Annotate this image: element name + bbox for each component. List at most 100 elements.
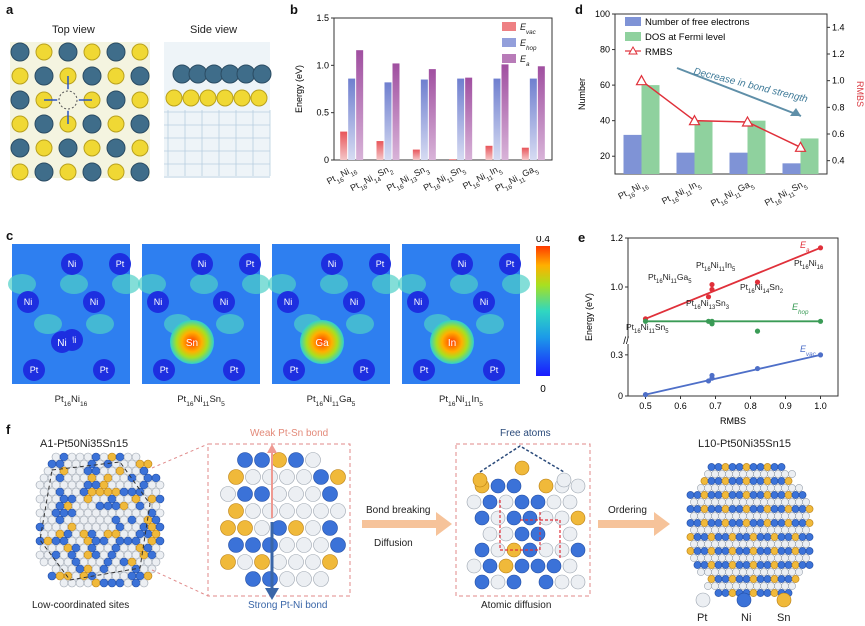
a1-atom — [47, 473, 57, 483]
density-blob — [60, 274, 88, 294]
cluster-atom — [262, 571, 278, 587]
y-tick-label: 0.5 — [316, 108, 329, 118]
a1-atom — [99, 480, 109, 490]
a1-atom — [95, 571, 105, 581]
l10-atom — [742, 491, 751, 499]
a1-atom — [95, 487, 105, 497]
l10-atom — [735, 575, 744, 583]
x-tick-label: Pt16Ni16 — [616, 178, 650, 205]
a1-atom — [99, 522, 109, 532]
x-tick-label: 0.5 — [639, 401, 652, 411]
cluster-atom — [271, 452, 287, 468]
a1-atom — [91, 466, 101, 476]
cluster-atom — [245, 503, 261, 519]
point-annotation: Pt16Ni13Sn3 — [686, 298, 730, 311]
density-blob — [34, 314, 62, 334]
atom-label: Pt — [420, 365, 429, 375]
a1-atom — [103, 501, 113, 511]
cluster-atom — [254, 554, 270, 570]
l10-atom — [742, 519, 751, 527]
a1-atom — [103, 515, 113, 525]
l10-atom — [756, 477, 765, 485]
l10-atom — [770, 505, 779, 513]
density-blob — [86, 314, 114, 334]
atom-label: Ni — [328, 259, 337, 269]
cluster-atom — [279, 469, 295, 485]
a1-atom — [99, 494, 109, 504]
atom-label: Pt — [490, 365, 499, 375]
a1-atom — [123, 466, 133, 476]
a1-atom — [127, 515, 137, 525]
a1-atom — [123, 494, 133, 504]
bar-dos-fermi — [641, 85, 660, 174]
a1-atom — [147, 480, 157, 490]
l10-atom — [693, 533, 702, 541]
a1-atom — [155, 494, 165, 504]
l10-atom — [718, 484, 726, 492]
a1-atom — [107, 494, 117, 504]
ni-atom — [35, 43, 53, 61]
a1-atom — [107, 536, 117, 546]
plot-frame — [614, 13, 828, 175]
atom-label: Pt — [160, 365, 169, 375]
a1-atom — [75, 466, 85, 476]
l10-atom — [735, 547, 744, 555]
cluster-atom — [305, 452, 321, 468]
l10-atom — [749, 561, 758, 569]
l10-atom — [707, 561, 716, 569]
bond-breaking-label: Bond breaking — [366, 505, 431, 516]
a1-atom — [115, 536, 125, 546]
cluster-atom — [237, 452, 253, 468]
a1-atom — [95, 557, 105, 567]
panel-a-label: a — [6, 2, 14, 17]
a1-atom — [43, 466, 53, 476]
cluster-atom — [228, 469, 244, 485]
cluster-atom — [313, 571, 329, 587]
l10-atom — [714, 477, 723, 485]
density-blob — [216, 314, 244, 334]
data-point — [754, 279, 761, 285]
bar-dos-fermi — [747, 120, 766, 174]
a1-atom — [123, 522, 133, 532]
l10-atom — [707, 463, 716, 471]
a1-atom — [103, 557, 113, 567]
diffusion-atom — [554, 574, 570, 590]
center-atom — [170, 320, 214, 364]
a1-atom — [119, 557, 129, 567]
l10-atom — [697, 512, 705, 520]
diffusion-atom — [514, 526, 530, 542]
density-blob — [320, 274, 348, 294]
atom-label: Ni — [284, 297, 293, 307]
cluster-atom — [271, 520, 287, 536]
a1-atom — [75, 508, 85, 518]
l10-atom — [760, 470, 768, 478]
l10-atom — [690, 498, 698, 506]
l10-atom — [770, 561, 779, 569]
bar-e-hop — [529, 78, 537, 160]
a1-atom — [91, 550, 101, 560]
y-tick-label: 40 — [600, 116, 610, 126]
a1-atom — [47, 459, 57, 469]
cluster-atom — [313, 503, 329, 519]
a1-atom — [75, 550, 85, 560]
a1-atom — [39, 473, 49, 483]
ni-atom — [35, 139, 53, 157]
x-tick-label: Pt16Ni11In5 — [461, 163, 505, 195]
l10-atom — [767, 498, 775, 506]
l10-atom — [732, 540, 740, 548]
atom-site — [83, 291, 105, 313]
a1-atom — [47, 543, 57, 553]
l10-atom — [760, 582, 768, 590]
l10-atom — [749, 505, 758, 513]
map-caption: Pt16Ni11Ga5 — [307, 394, 356, 406]
cluster-atom — [262, 469, 278, 485]
l10-atom — [753, 582, 761, 590]
pt-atom — [82, 162, 102, 182]
l10-atom — [753, 568, 761, 576]
l10-atom — [805, 505, 814, 513]
a1-atom — [151, 529, 161, 539]
l10-atom — [732, 498, 740, 506]
l10-atom — [700, 477, 709, 485]
fit-line-e-vac — [645, 353, 821, 396]
l10-atom — [763, 463, 772, 471]
